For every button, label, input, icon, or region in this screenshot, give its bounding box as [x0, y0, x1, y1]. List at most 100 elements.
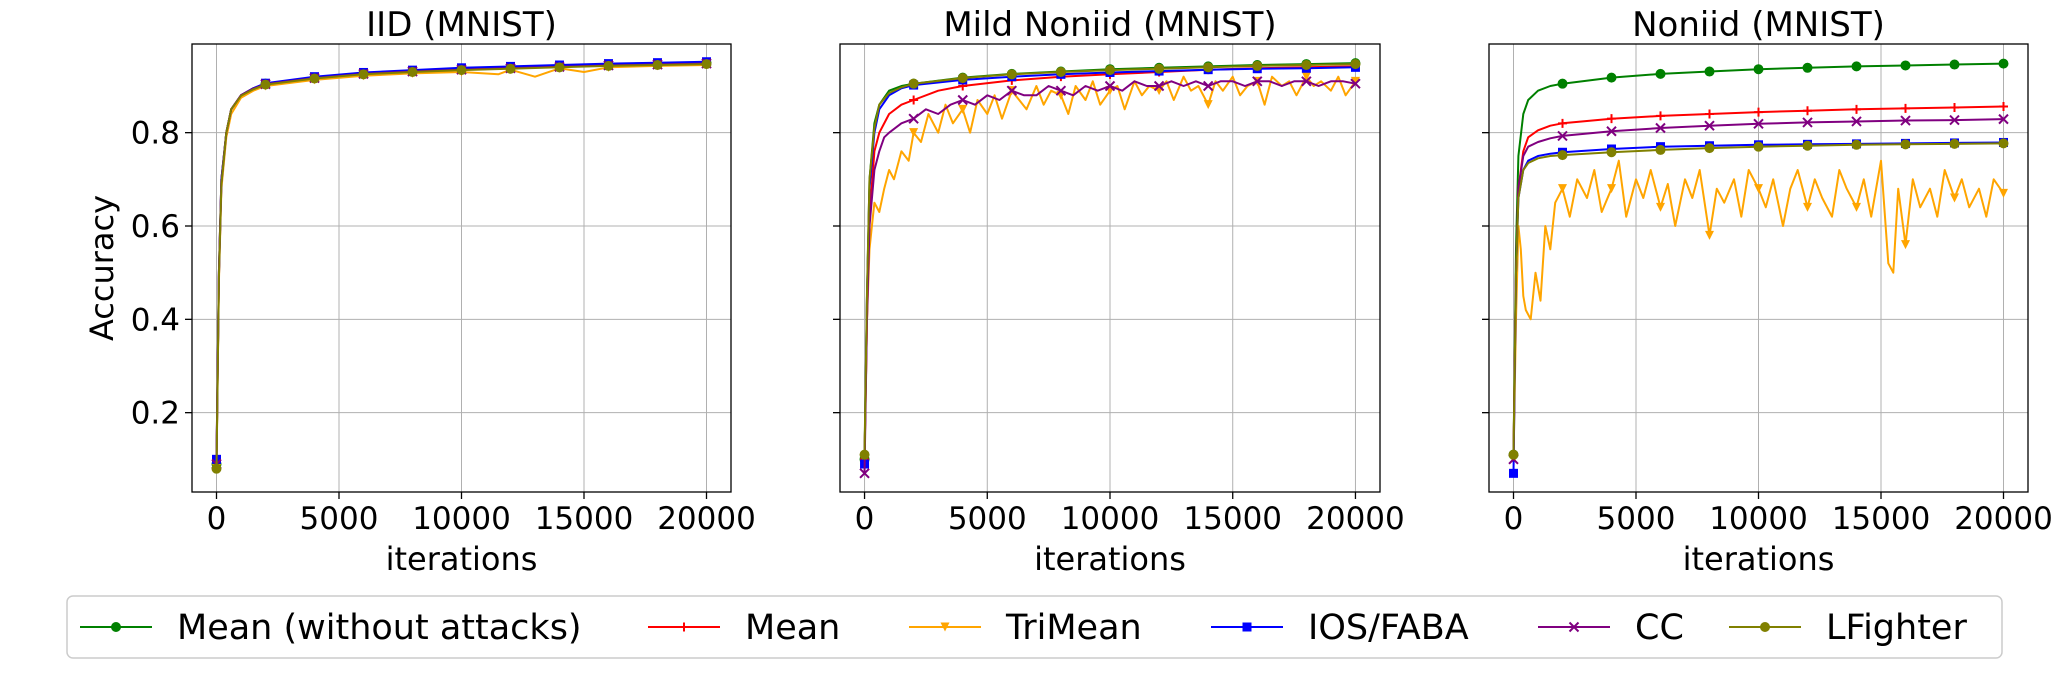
- legend-label: LFighter: [1826, 608, 1967, 648]
- x-tick-label: 15000: [1832, 501, 1931, 537]
- panel-title: Noniid (MNIST): [1632, 5, 1885, 45]
- series-point: [1301, 72, 1311, 82]
- y-tick-label: 0.6: [131, 209, 180, 245]
- series-point: [1704, 120, 1715, 131]
- legend: Mean (without attacks) Mean TriMean IOS/FAB…: [66, 595, 2003, 659]
- series-point: [1607, 114, 1616, 124]
- series-point: [554, 62, 565, 73]
- series-point: [1900, 115, 1911, 126]
- legend-entry: TriMean: [909, 608, 1142, 648]
- legend-marker: [940, 622, 950, 632]
- series-point: [1802, 62, 1813, 73]
- series-point: [456, 65, 467, 76]
- panel-title: Mild Noniid (MNIST): [943, 5, 1276, 45]
- legend-marker: [1568, 621, 1580, 633]
- series-point: [1350, 78, 1361, 89]
- series-point: [1606, 72, 1617, 83]
- series-point: [211, 463, 222, 474]
- panel-title: IID (MNIST): [366, 5, 557, 45]
- series-point: [1104, 80, 1116, 92]
- series-point: [1900, 139, 1911, 150]
- series-point: [1606, 126, 1617, 137]
- series-point: [1655, 144, 1666, 155]
- series-point: [1509, 468, 1518, 478]
- series-point: [1558, 184, 1567, 194]
- legend-entry: Mean (without attacks): [80, 608, 582, 648]
- series-point: [1557, 78, 1568, 89]
- series-point: [1202, 80, 1214, 92]
- x-tick-label: 20000: [1306, 501, 1405, 537]
- series-point: [1998, 58, 2009, 69]
- legend-label: Mean (without attacks): [177, 608, 582, 648]
- series-point: [1606, 147, 1617, 158]
- series-point: [1802, 140, 1813, 151]
- series-point: [1803, 202, 1812, 212]
- series-point: [1705, 109, 1714, 119]
- series-point: [1252, 60, 1263, 71]
- legend-marker: [679, 622, 689, 632]
- series-point: [1656, 111, 1665, 121]
- series-point: [1705, 230, 1714, 240]
- y-axis-label: Accuracy: [83, 195, 121, 341]
- series-point: [1252, 76, 1263, 87]
- series-point: [1153, 80, 1165, 92]
- legend-box: [66, 595, 2003, 659]
- series-point: [1154, 63, 1165, 74]
- x-tick-label: 0: [855, 501, 875, 537]
- series-point: [1350, 76, 1360, 86]
- series-point: [1704, 66, 1715, 77]
- series-point: [1203, 100, 1213, 110]
- series-point: [859, 468, 870, 479]
- series-point: [1301, 76, 1312, 87]
- series-group: [1508, 58, 2009, 478]
- series-point: [1607, 184, 1616, 194]
- y-tick-label: 0.4: [131, 302, 180, 338]
- series-line: [863, 80, 1356, 474]
- series-point: [1656, 202, 1665, 212]
- series-point: [1998, 113, 2009, 125]
- x-axis-label: iterations: [1034, 540, 1186, 578]
- legend-entry: IOS/FABA: [1211, 608, 1469, 648]
- series-point: [1350, 59, 1361, 70]
- y-tick-label: 0.8: [131, 116, 180, 152]
- panel-2: 0 5000 10000 15000 20000 Mild Noniid (MNIST) i…: [833, 5, 1405, 578]
- x-tick-label: 5000: [300, 501, 379, 537]
- series-point: [1006, 69, 1017, 80]
- legend-label: CC: [1635, 608, 1684, 648]
- series-point: [1655, 122, 1666, 134]
- series-point: [1851, 61, 1862, 72]
- series-point: [1508, 449, 1519, 460]
- x-axis-label: iterations: [386, 540, 538, 578]
- axes-frame: [839, 43, 1381, 493]
- series-point: [958, 104, 968, 114]
- legend-label: Mean: [745, 608, 840, 648]
- x-tick-label: 0: [207, 501, 227, 537]
- panel-3: 0 5000 10000 15000 20000 Noniid (MNIST) iterat…: [1482, 5, 2053, 578]
- series-point: [1557, 130, 1568, 142]
- legend-label: IOS/FABA: [1308, 608, 1469, 648]
- series-point: [1803, 106, 1812, 116]
- axes-frame: [191, 43, 732, 493]
- series-point: [1901, 240, 1910, 250]
- series-group: [859, 58, 1361, 479]
- series-point: [1851, 116, 1862, 127]
- legend-marker: [111, 622, 121, 632]
- series-point: [1753, 64, 1764, 75]
- series-point: [1006, 85, 1018, 96]
- series-point: [909, 128, 919, 138]
- legend-marker: [1760, 622, 1770, 632]
- series-point: [1999, 188, 2008, 198]
- series-point: [358, 69, 369, 80]
- series-point: [1655, 68, 1666, 79]
- legend-marker: [1242, 622, 1252, 632]
- series-point: [1802, 117, 1813, 128]
- series-point: [1558, 118, 1567, 128]
- series-point: [1949, 59, 1960, 70]
- series-point: [1852, 104, 1861, 114]
- axes-frame: [1488, 43, 2029, 493]
- series-line: [863, 75, 1357, 460]
- series-point: [505, 63, 516, 74]
- series-line: [1512, 159, 2005, 460]
- series-point: [603, 60, 614, 71]
